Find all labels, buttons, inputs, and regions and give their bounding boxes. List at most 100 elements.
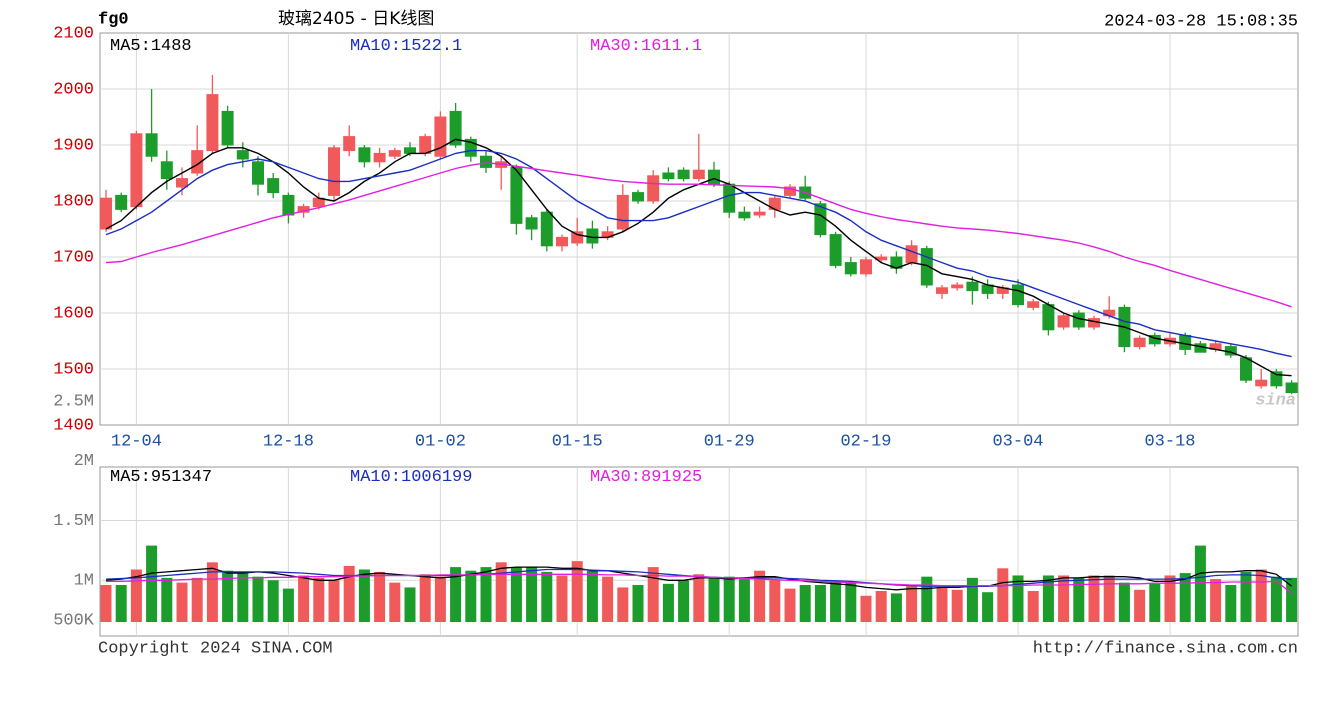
legend-entry: MA5:951347	[110, 468, 212, 487]
legend-entry: MA30:891925	[590, 468, 702, 487]
legend-name: MA30:	[590, 37, 641, 56]
volume-bar	[860, 595, 872, 622]
ma-line	[105, 149, 1292, 358]
volume-bar	[708, 577, 720, 622]
candle-body	[1042, 304, 1055, 331]
candle-body	[358, 147, 371, 163]
candle-body	[115, 194, 128, 210]
candle-body	[677, 169, 690, 180]
volume-bar	[1012, 575, 1024, 622]
volume-bar	[556, 575, 568, 622]
candle-body	[540, 211, 553, 247]
volume-bar	[465, 570, 477, 622]
volume-bar	[647, 567, 659, 622]
y-tick-label: 2.5M	[53, 392, 94, 411]
volume-bar	[130, 569, 142, 622]
price-panel	[99, 32, 1299, 426]
candle-body	[556, 236, 568, 247]
volume-bar	[1194, 545, 1206, 622]
candle-body	[525, 217, 538, 230]
volume-bar	[1088, 575, 1100, 622]
candle-body	[632, 192, 644, 202]
candle-body	[373, 152, 386, 163]
volume-bar	[586, 570, 598, 622]
volume-bar	[495, 562, 507, 622]
legend-entry: MA5:1488	[110, 37, 192, 56]
volume-bar	[434, 576, 446, 622]
timestamp: 2024-03-28 15:08:35	[1104, 12, 1298, 31]
volume-bar	[313, 577, 325, 622]
volume-bar	[328, 580, 340, 622]
volume-bar	[769, 580, 781, 622]
volume-bar	[997, 568, 1009, 622]
legend-value: 1006199	[401, 468, 472, 487]
candle-body	[434, 116, 447, 157]
x-tick-label: 12-18	[263, 432, 314, 451]
volume-bar	[1103, 575, 1115, 622]
candle-body	[145, 133, 158, 157]
volume-bar	[374, 571, 386, 622]
volume-bar	[1210, 579, 1222, 622]
volume-bar	[723, 576, 735, 622]
volume-bar	[784, 588, 796, 622]
y-tick-label: 1600	[53, 304, 94, 323]
legend-name: MA5:	[110, 37, 151, 56]
y-tick-label: 1700	[53, 248, 94, 267]
candle-body	[1255, 379, 1268, 387]
candle-body	[1057, 315, 1070, 328]
symbol: fg0	[98, 10, 129, 29]
candle-body	[951, 284, 964, 289]
x-tick-label: 01-29	[704, 432, 755, 451]
candle-body	[267, 178, 280, 194]
candle-body	[419, 136, 432, 154]
volume-bar	[237, 573, 249, 622]
candle-body	[966, 281, 979, 292]
volume-bar	[845, 582, 857, 622]
y-tick-label: 1900	[53, 136, 94, 155]
volume-bar	[936, 587, 948, 622]
volume-bar	[1027, 591, 1039, 622]
legend-value: 951347	[151, 468, 212, 487]
legend-value: 1611.1	[641, 37, 702, 56]
candle-body	[282, 194, 295, 216]
candle-body	[844, 262, 857, 275]
volume-bar	[678, 580, 690, 622]
candle-body	[662, 172, 675, 180]
legend-value: 1488	[151, 37, 192, 56]
legend-name: MA5:	[110, 468, 151, 487]
volume-bar	[176, 582, 188, 622]
y-tick-label: 2100	[53, 24, 94, 43]
candle-body	[449, 110, 462, 146]
x-tick-label: 12-04	[111, 432, 162, 451]
volume-bar	[146, 545, 158, 622]
candle-body	[829, 234, 842, 266]
candle-body	[571, 231, 584, 244]
volume-bar	[982, 592, 994, 622]
volume-bar	[890, 593, 902, 622]
volume-bar	[1286, 577, 1298, 622]
volume-bar	[222, 570, 234, 622]
legend-name: MA10:	[350, 37, 401, 56]
candle-body	[343, 136, 356, 152]
candle-body	[920, 248, 933, 286]
volume-bar	[1270, 576, 1282, 622]
candle-body	[616, 194, 629, 230]
x-tick-label: 01-02	[415, 432, 466, 451]
volume-bar	[206, 562, 218, 622]
volume-bar	[1225, 585, 1237, 622]
candle-body	[692, 169, 705, 180]
ma-line	[106, 573, 1292, 594]
candle-body	[160, 161, 173, 180]
candle-body	[936, 287, 948, 294]
candle-body	[404, 147, 416, 154]
volume-bar	[875, 591, 887, 622]
candle-body	[510, 166, 523, 224]
volume-bar	[1073, 577, 1085, 622]
candle-body	[206, 94, 219, 152]
candle-body	[647, 175, 660, 202]
volume-bar	[115, 585, 127, 622]
candle-body	[738, 211, 751, 219]
volume-bar	[526, 567, 538, 622]
legend-value: 891925	[641, 468, 702, 487]
legend-name: MA10:	[350, 468, 401, 487]
